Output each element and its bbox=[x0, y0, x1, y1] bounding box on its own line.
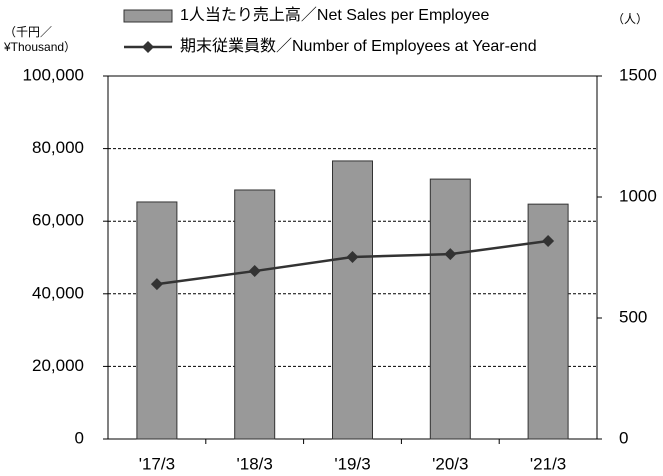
y-tick-label: 20,000 bbox=[32, 356, 84, 375]
legend-label: 期末従業員数／Number of Employees at Year-end bbox=[180, 37, 537, 55]
line-marker bbox=[542, 235, 555, 248]
line-marker bbox=[150, 278, 163, 291]
line-marker bbox=[346, 251, 359, 264]
legend-swatch bbox=[142, 41, 154, 53]
y-tick-label: 100,000 bbox=[23, 65, 84, 84]
y-axis-label: ¥Thousand） bbox=[3, 40, 76, 54]
y-tick-label: 0 bbox=[75, 428, 84, 447]
y-axis-label: （千円／ bbox=[4, 25, 52, 39]
y-tick-label: 80,000 bbox=[32, 138, 84, 157]
bar bbox=[332, 160, 373, 440]
bar bbox=[234, 189, 276, 440]
x-tick-label: '18/3 bbox=[237, 454, 273, 473]
line-marker bbox=[444, 248, 457, 261]
y-tick-label: 40,000 bbox=[32, 283, 84, 302]
legend-label: 1人当たり売上高／Net Sales per Employee bbox=[180, 6, 490, 24]
line-marker bbox=[248, 265, 261, 278]
x-tick-label: '21/3 bbox=[530, 454, 566, 473]
x-tick-label: '20/3 bbox=[432, 454, 468, 473]
y-tick-label: 60,000 bbox=[32, 211, 84, 230]
x-tick-label: '17/3 bbox=[139, 454, 175, 473]
bar bbox=[429, 178, 471, 440]
y2-axis-label: （人） bbox=[612, 12, 648, 26]
legend-swatch bbox=[123, 9, 173, 23]
bar bbox=[136, 201, 178, 440]
y2-tick-label: 500 bbox=[619, 307, 647, 326]
y2-tick-label: 0 bbox=[619, 428, 628, 447]
y2-tick-label: 1000 bbox=[619, 186, 657, 205]
y2-tick-label: 1500 bbox=[619, 65, 657, 84]
x-tick-label: '19/3 bbox=[334, 454, 370, 473]
